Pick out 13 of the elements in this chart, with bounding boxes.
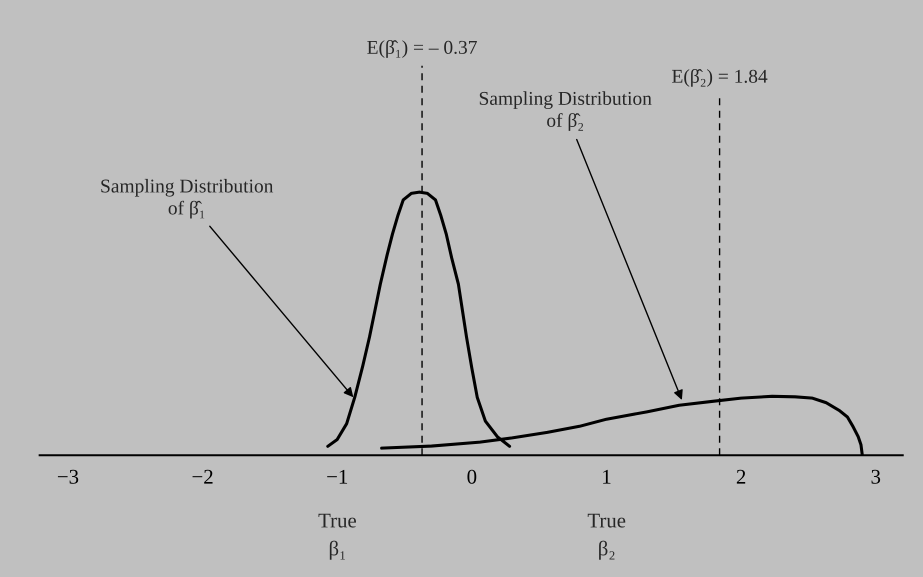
text: True β₂	[588, 514, 626, 560]
x-tick-label: −2	[192, 470, 213, 484]
text: True β₁	[318, 514, 356, 560]
annotation: Sampling Distribution of β̂₂	[480, 91, 652, 131]
x-tick-label: 1	[603, 470, 610, 484]
x-tick-label: 2	[736, 470, 746, 484]
annotation: Sampling Distribution of β̂₁	[101, 178, 274, 219]
ref-line-label: E(β̂₂) = 1.84	[672, 68, 768, 87]
x-tick-label: 0	[467, 470, 476, 484]
x-tick-label: −3	[58, 470, 78, 484]
x-tick-label: 3	[872, 470, 880, 484]
ref-line-label: E(β̂₁) = – 0.37	[367, 40, 477, 58]
x-tick-label: −1	[327, 470, 348, 484]
